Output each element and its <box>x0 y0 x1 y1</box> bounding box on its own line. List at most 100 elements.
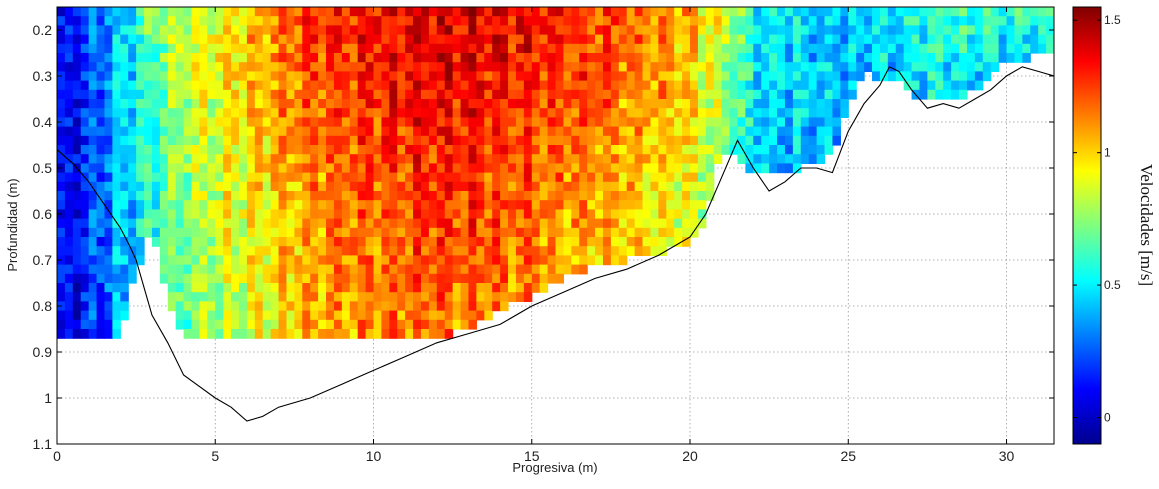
heatmap-cell <box>80 310 90 321</box>
heatmap-cell <box>523 227 533 238</box>
heatmap-cell <box>199 292 208 302</box>
heatmap-cell <box>72 43 82 54</box>
heatmap-cell <box>88 200 98 210</box>
heatmap-cell <box>357 126 367 137</box>
heatmap-cell <box>547 145 557 155</box>
heatmap-cell <box>713 89 723 100</box>
heatmap-cell <box>642 34 652 45</box>
heatmap-cell <box>199 218 208 229</box>
heatmap-cell <box>547 209 557 220</box>
heatmap-cell <box>595 108 604 118</box>
heatmap-cell <box>120 43 129 54</box>
heatmap-cell <box>460 7 470 17</box>
heatmap-cell <box>484 237 493 247</box>
heatmap-cell <box>405 163 414 174</box>
heatmap-cell <box>326 292 335 302</box>
heatmap-cell <box>436 209 446 220</box>
y-tick-label: 0.5 <box>33 160 53 176</box>
heatmap-cell <box>246 273 256 284</box>
heatmap-cell <box>650 191 659 201</box>
heatmap-cell <box>96 292 106 302</box>
heatmap-cell <box>784 117 794 128</box>
heatmap-cell <box>555 264 565 275</box>
heatmap-cell <box>587 209 596 220</box>
heatmap-cell <box>96 25 106 36</box>
heatmap-cell <box>539 181 549 192</box>
heatmap-cell <box>705 89 715 100</box>
heatmap-cell <box>310 246 319 256</box>
heatmap-cell <box>310 181 319 192</box>
heatmap-cell <box>365 25 375 36</box>
heatmap-cell <box>428 273 438 284</box>
heatmap-cell <box>626 126 636 137</box>
heatmap-cell <box>183 191 193 201</box>
heatmap-cell <box>246 237 256 247</box>
heatmap-cell <box>579 99 588 109</box>
heatmap-cell <box>365 209 375 220</box>
heatmap-cell <box>840 25 849 36</box>
heatmap-cell <box>310 218 319 229</box>
heatmap-cell <box>626 43 636 54</box>
heatmap-cell <box>824 145 834 155</box>
heatmap-cell <box>539 283 549 293</box>
heatmap-cell <box>634 126 644 137</box>
heatmap-cell <box>476 99 485 109</box>
heatmap-cell <box>373 99 383 109</box>
heatmap-cell <box>413 283 422 293</box>
heatmap-cell <box>476 273 485 284</box>
heatmap-cell <box>515 16 525 26</box>
y-tick-label: 1 <box>44 390 52 406</box>
heatmap-cell <box>286 163 295 174</box>
heatmap-cell <box>413 43 422 54</box>
heatmap-cell <box>666 209 675 220</box>
heatmap-cell <box>199 209 208 220</box>
heatmap-cell <box>405 89 414 100</box>
heatmap-cell <box>191 34 201 45</box>
heatmap-cell <box>508 126 517 137</box>
heatmap-cell <box>943 34 952 45</box>
heatmap-cell <box>72 227 82 238</box>
heatmap-cell <box>120 7 129 17</box>
heatmap-cell <box>231 273 240 284</box>
heatmap-cell <box>563 209 572 220</box>
heatmap-cell <box>120 62 129 72</box>
heatmap-cell <box>650 25 659 36</box>
heatmap-cell <box>508 108 517 118</box>
heatmap-cell <box>618 145 628 155</box>
heatmap-cell <box>413 89 422 100</box>
heatmap-cell <box>207 34 216 45</box>
heatmap-cell <box>911 7 921 17</box>
heatmap-cell <box>460 237 470 247</box>
heatmap-cell <box>223 237 232 247</box>
heatmap-cell <box>682 126 691 137</box>
heatmap-cell <box>254 237 264 247</box>
heatmap-cell <box>555 34 565 45</box>
heatmap-cell <box>492 154 501 164</box>
heatmap-cell <box>650 246 659 256</box>
heatmap-cell <box>64 264 74 275</box>
heatmap-cell <box>175 43 185 54</box>
heatmap-cell <box>215 227 224 238</box>
heatmap-cell <box>642 89 652 100</box>
heatmap-cell <box>690 43 699 54</box>
heatmap-cell <box>523 145 533 155</box>
heatmap-cell <box>167 80 177 91</box>
heatmap-cell <box>515 145 525 155</box>
heatmap-cell <box>246 71 256 82</box>
heatmap-cell <box>610 200 620 210</box>
heatmap-cell <box>405 292 414 302</box>
heatmap-cell <box>539 89 549 100</box>
heatmap-cell <box>96 264 106 275</box>
heatmap-cell <box>1014 34 1023 45</box>
heatmap-cell <box>595 200 604 210</box>
heatmap-cell <box>144 25 153 36</box>
heatmap-cell <box>705 181 715 192</box>
heatmap-cell <box>444 99 454 109</box>
heatmap-cell <box>246 264 256 275</box>
heatmap-cell <box>223 62 232 72</box>
heatmap-cell <box>120 135 129 146</box>
heatmap-cell <box>682 16 691 26</box>
heatmap-cell <box>64 292 74 302</box>
heatmap-cell <box>626 89 636 100</box>
heatmap-cell <box>634 163 644 174</box>
